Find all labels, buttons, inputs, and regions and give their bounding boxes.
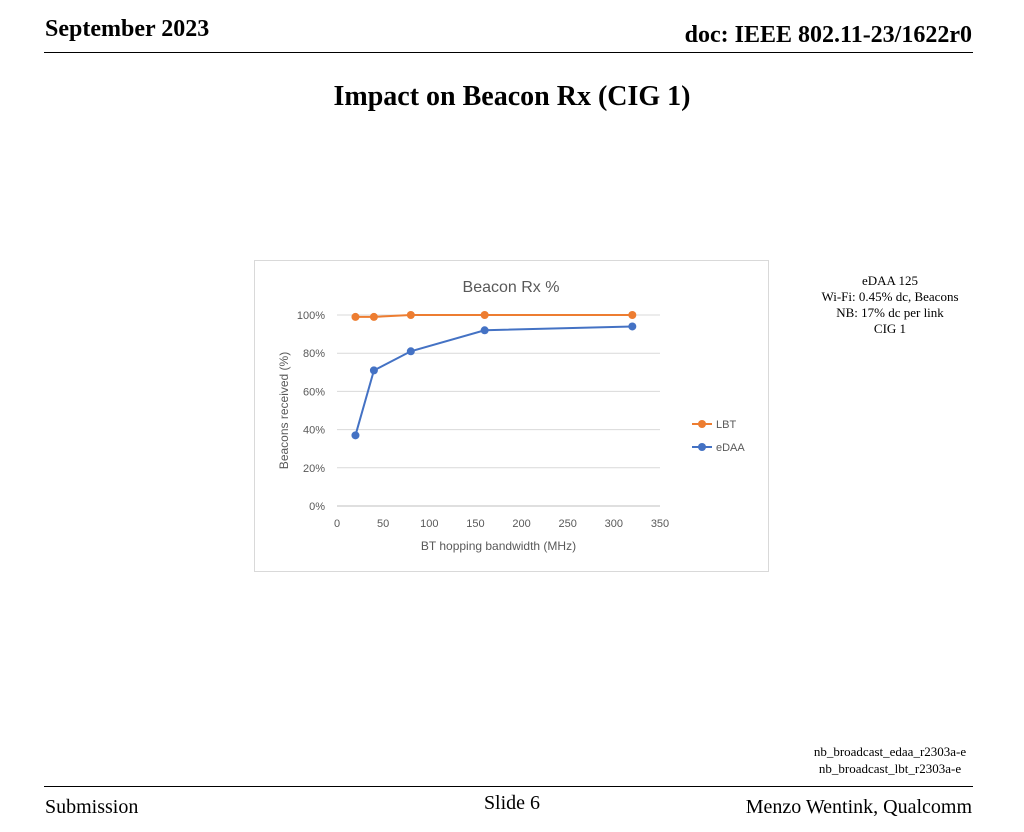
legend-marker-edaa (698, 443, 706, 451)
y-tick-label: 100% (297, 310, 325, 322)
x-axis-label: BT hopping bandwidth (MHz) (421, 539, 576, 553)
footer-author: Menzo Wentink, Qualcomm (745, 796, 972, 818)
source-file-lbt: nb_broadcast_lbt_r2303a-e (818, 761, 962, 776)
x-tick-label: 300 (605, 518, 623, 530)
footer-divider (44, 786, 973, 787)
legend-marker-lbt (698, 420, 706, 428)
data-point-lbt (480, 311, 489, 319)
x-tick-label: 0 (334, 518, 340, 530)
chart-container: Beacon Rx % 0% 20% 40% 60% 80% 100% 0 50 100 150 20… (254, 260, 769, 572)
y-axis-label: Beacons received (%) (277, 352, 291, 469)
data-point-lbt (369, 312, 378, 321)
slide-title: Impact on Beacon Rx (CIG 1) (333, 81, 691, 112)
slide-number: Slide 6 (483, 792, 541, 814)
beacon-rx-chart: Beacon Rx % 0% 20% 40% 60% 80% 100% 0 50 100 150 20… (277, 279, 745, 553)
x-tick-label: 250 (559, 518, 577, 530)
note-line: Wi-Fi: 0.45% dc, Beacons (821, 289, 959, 304)
data-point-lbt (351, 312, 360, 321)
source-files: nb_broadcast_edaa_r2303a-e nb_broadcast_… (790, 743, 990, 777)
source-file-edaa: nb_broadcast_edaa_r2303a-e (813, 744, 967, 759)
note-line: eDAA 125 (862, 273, 918, 288)
x-tick-label: 50 (377, 518, 389, 530)
x-tick-label: 350 (651, 518, 669, 530)
header-date: September 2023 (45, 16, 210, 42)
footer-submission: Submission (45, 796, 139, 818)
header-divider (44, 52, 973, 53)
data-point-edaa (628, 322, 637, 331)
legend-label-edaa: eDAA (716, 442, 745, 454)
x-tick-label: 100 (420, 518, 438, 530)
legend-label-lbt: LBT (716, 419, 736, 431)
header-doc-id: doc: IEEE 802.11-23/1622r0 (684, 22, 972, 48)
notes-panel: eDAA 125 Wi-Fi: 0.45% dc, Beacons NB: 17… (800, 273, 980, 337)
note-line: CIG 1 (873, 321, 907, 336)
data-point-edaa (369, 366, 378, 375)
x-tick-label: 200 (512, 518, 530, 530)
y-tick-label: 0% (309, 501, 325, 513)
y-tick-label: 20% (303, 463, 325, 475)
series-line-lbt (355, 314, 633, 318)
data-point-lbt (406, 311, 415, 319)
y-tick-label: 40% (303, 425, 325, 437)
y-tick-label: 60% (303, 386, 325, 398)
data-point-edaa (351, 431, 360, 440)
data-point-edaa (406, 347, 415, 356)
note-line: NB: 17% dc per link (836, 305, 944, 320)
data-point-lbt (628, 311, 637, 319)
series-line-edaa (354, 325, 633, 436)
chart-title: Beacon Rx % (463, 279, 560, 296)
data-point-edaa (480, 326, 489, 335)
x-tick-label: 150 (466, 518, 484, 530)
y-tick-label: 80% (303, 348, 325, 360)
